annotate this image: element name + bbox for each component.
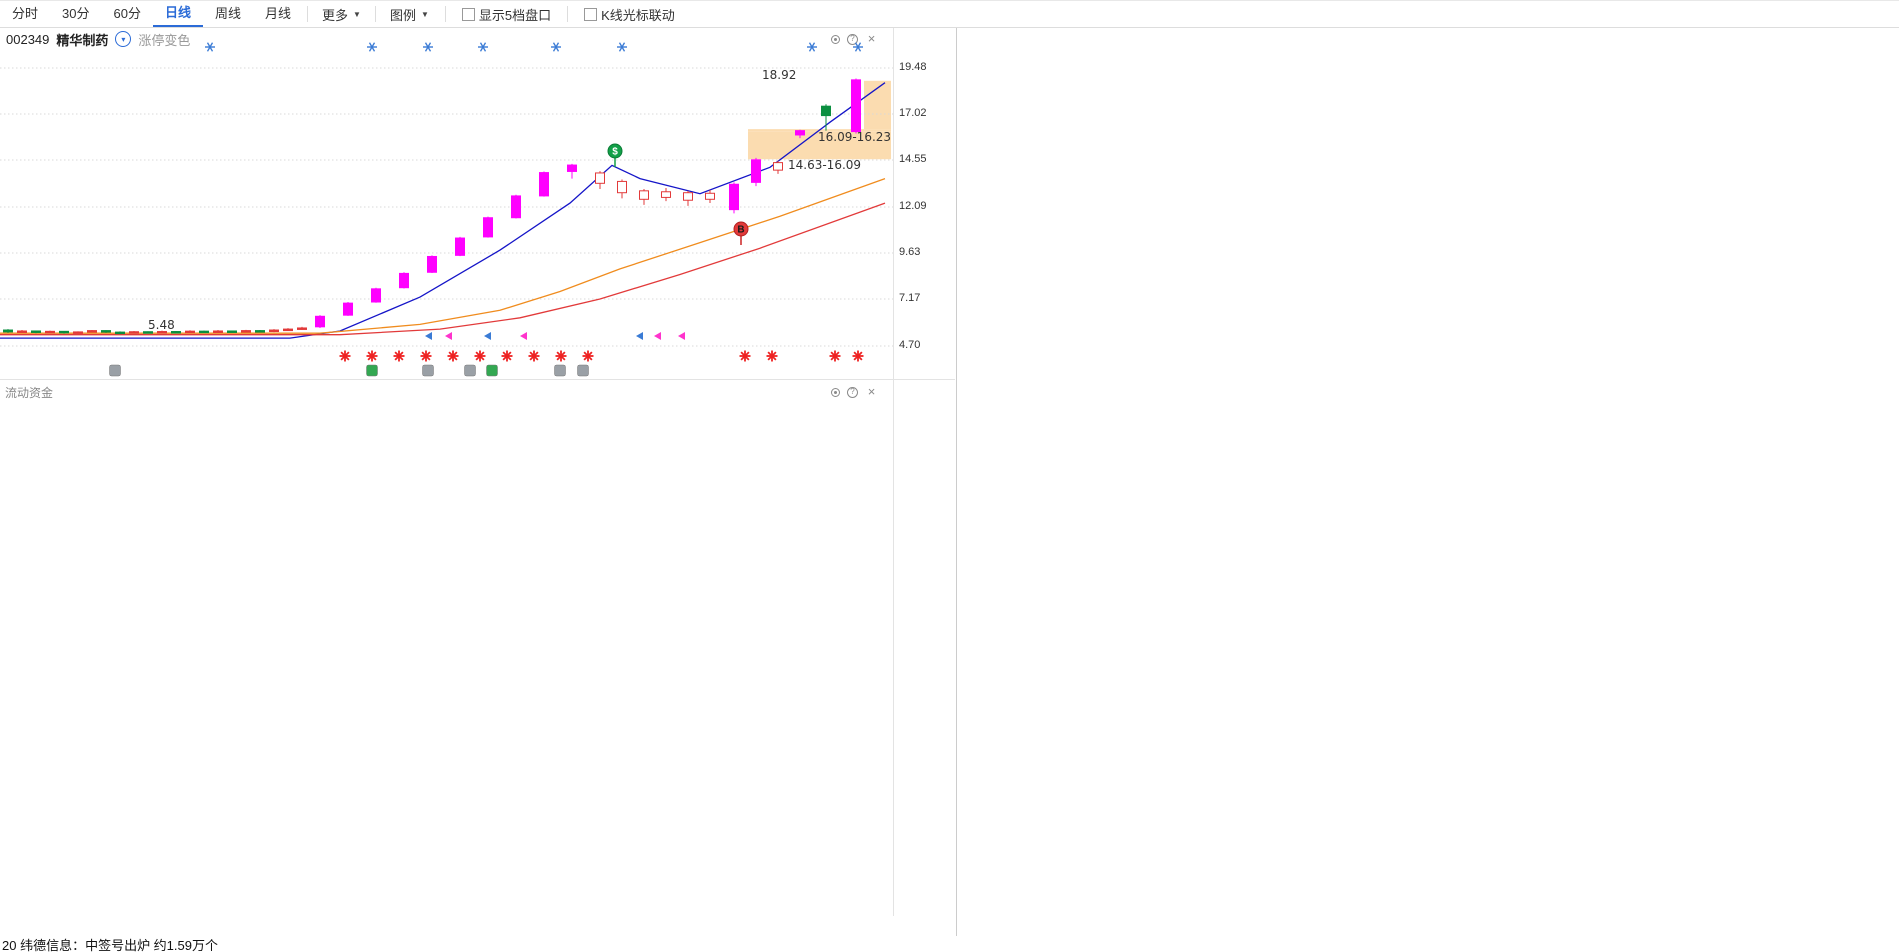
svg-text:$: $ xyxy=(612,147,618,158)
price-tick-label: 19.48 xyxy=(899,61,927,73)
buy-signal-icon: B xyxy=(733,221,749,245)
svg-text:16.09-16.23: 16.09-16.23 xyxy=(818,130,891,144)
price-annotations: 18.92 16.09-16.23 14.63-16.09 5.48 xyxy=(148,68,891,332)
checkbox-label: 显示5档盘口 xyxy=(478,7,552,23)
dropdown-label: 更多 xyxy=(322,7,349,23)
stock-panel-left: 002349 精华制药 ▾ 涨停变色? × $ B 18.92 16.09-16.23 14.63… xyxy=(0,28,955,936)
news-ticker: 20 纬德信息：中签号出炉 约1.59万个 xyxy=(2,938,218,952)
help-icon[interactable]: ? xyxy=(847,386,858,398)
stock-code: 002349 xyxy=(6,31,50,47)
sell-signal-icon: $ xyxy=(607,143,623,167)
price-tick-label: 12.09 xyxy=(899,200,927,212)
dropdown-label: 图例 xyxy=(389,7,416,23)
close-icon[interactable]: × xyxy=(867,30,876,46)
chevron-down-icon: ▼ xyxy=(353,9,361,19)
section-icons: ? × xyxy=(831,32,878,46)
panel-divider xyxy=(956,28,957,936)
settings-icon[interactable] xyxy=(831,34,840,44)
price-tick-label: 9.63 xyxy=(899,246,921,258)
tab-period-日线[interactable]: 日线 xyxy=(152,1,203,27)
tab-period-60分[interactable]: 60分 xyxy=(113,6,141,21)
signal-flag-icons xyxy=(205,42,863,52)
dropdown-图例[interactable]: 图例 ▼ xyxy=(380,5,439,24)
tab-period-周线[interactable]: 周线 xyxy=(214,6,241,21)
main-chart[interactable]: $ B 18.92 16.09-16.23 14.63-16.09 5.48 xyxy=(0,39,893,379)
help-icon[interactable]: ? xyxy=(847,33,858,45)
svg-text:14.63-16.09: 14.63-16.09 xyxy=(788,158,861,172)
svg-text:18.92: 18.92 xyxy=(762,68,796,82)
price-axis: 19.48 17.02 14.55 12.09 9.63 7.17 4.70 xyxy=(893,28,955,936)
section-separator xyxy=(0,379,955,380)
close-icon[interactable]: × xyxy=(867,383,876,399)
section-header-0: 流动资金 xyxy=(0,384,53,401)
toolbar-separator xyxy=(567,6,569,22)
period-toolbar: 分时 30分 60分 日线 周线 月线 更多 ▼ 图例 ▼ 显示5档盘口 K线光标联动 xyxy=(0,1,1899,28)
toolbar-separator xyxy=(374,6,376,22)
svg-text:B: B xyxy=(737,225,744,236)
axis-separator xyxy=(893,28,894,916)
stock-dropdown-icon[interactable]: ▾ xyxy=(115,31,132,47)
event-burst-icons xyxy=(339,350,864,362)
chevron-down-icon: ▼ xyxy=(420,9,429,19)
settings-icon[interactable] xyxy=(831,387,840,397)
candles-layer xyxy=(3,78,861,335)
tab-period-30分[interactable]: 30分 xyxy=(62,6,90,21)
tab-period-月线[interactable]: 月线 xyxy=(264,6,291,21)
section-title: 流动资金 xyxy=(5,386,54,400)
highlight-bands xyxy=(748,80,891,160)
ma-lines xyxy=(0,82,886,339)
price-tick-label: 14.55 xyxy=(899,153,927,165)
toolbar-separator xyxy=(444,6,446,22)
tab-period-分时[interactable]: 分时 xyxy=(12,6,39,21)
checkbox-box-icon[interactable] xyxy=(461,7,475,21)
event-stamp-icons xyxy=(109,364,589,377)
checkbox-box-icon[interactable] xyxy=(584,7,598,21)
price-tick-label: 4.70 xyxy=(899,339,921,351)
section-icons: ? × xyxy=(831,385,878,399)
checkbox-0[interactable]: 显示5档盘口 xyxy=(452,5,561,24)
stock-panel-right xyxy=(957,28,1899,936)
indicator-tag: 涨停变色 xyxy=(138,32,191,48)
stock-name[interactable]: 精华制药 xyxy=(56,32,109,48)
panel-header: 002349 精华制药 ▾ 涨停变色 xyxy=(0,28,955,50)
checkbox-label: K线光标联动 xyxy=(601,7,675,23)
dropdown-更多[interactable]: 更多 ▼ xyxy=(312,5,371,24)
checkbox-1[interactable]: K线光标联动 xyxy=(574,5,685,24)
triangle-marker-icons xyxy=(425,332,685,340)
price-tick-label: 7.17 xyxy=(899,292,921,304)
svg-text:5.48: 5.48 xyxy=(148,318,175,332)
toolbar-separator xyxy=(307,6,308,22)
price-tick-label: 17.02 xyxy=(899,107,927,119)
